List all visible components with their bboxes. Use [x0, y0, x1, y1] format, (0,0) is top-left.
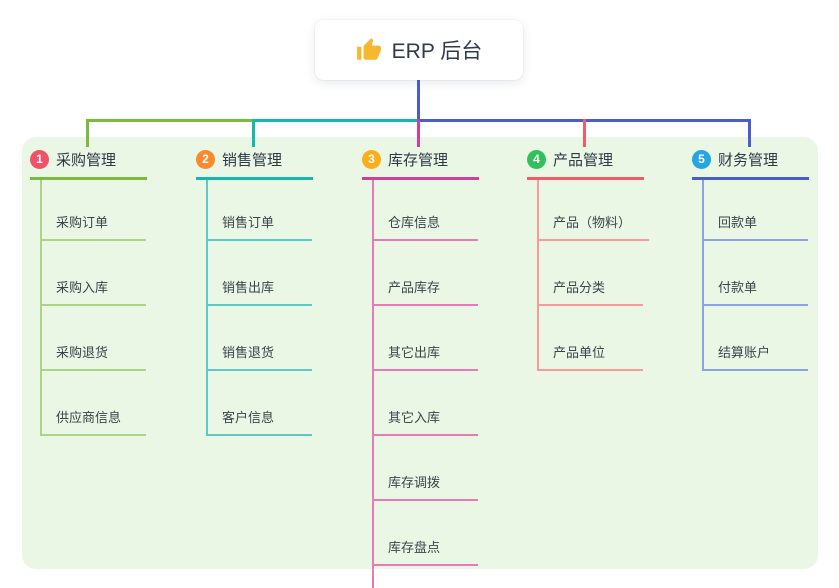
branch-children: 采购订单 采购入库 采购退货 供应商信息: [40, 180, 146, 436]
branch-title-3[interactable]: 3 库存管理: [362, 148, 479, 180]
branch-index-badge: 3: [362, 149, 381, 169]
branch-index-badge: 4: [527, 149, 546, 169]
thumbs-up-icon: [356, 38, 381, 60]
branch-index-badge: 2: [196, 149, 215, 169]
branch-node-2: 2 销售管理销售订单 销售出库 销售退货 客户信息: [196, 148, 313, 436]
root-node-label: ERP 后台: [391, 40, 483, 63]
child-node[interactable]: 产品（物料）: [539, 180, 650, 241]
child-node[interactable]: 其它入库: [374, 371, 478, 436]
branch-index-badge: 5: [692, 149, 711, 169]
child-node[interactable]: 销售出库: [208, 241, 312, 306]
branch-title-1[interactable]: 1 采购管理: [30, 148, 147, 180]
child-node[interactable]: 回款单: [704, 180, 808, 241]
child-node[interactable]: 出库库明细: [374, 566, 478, 588]
connector-trunk: [417, 80, 420, 121]
connector-bus-left-green: [86, 119, 255, 122]
branch-title-5[interactable]: 5 财务管理: [692, 148, 809, 180]
child-node[interactable]: 产品单位: [539, 306, 643, 371]
branch-children: 产品（物料） 产品分类 产品单位: [537, 180, 650, 371]
child-node[interactable]: 销售退货: [208, 306, 312, 371]
branch-node-3: 3 库存管理仓库信息产品库存其它出库其它入库库存调拨库存盘点出库库明细: [362, 148, 479, 588]
connector-drop-branch-2: [252, 119, 255, 147]
branch-title-label: 库存管理: [388, 151, 449, 169]
child-node[interactable]: 采购退货: [42, 306, 146, 371]
child-node[interactable]: 采购入库: [42, 241, 146, 306]
branch-title-4[interactable]: 4 产品管理: [527, 148, 644, 180]
child-node[interactable]: 客户信息: [208, 371, 312, 436]
child-node[interactable]: 仓库信息: [374, 180, 478, 241]
child-node[interactable]: 结算账户: [704, 306, 808, 371]
connector-bus-left-teal: [252, 119, 419, 122]
child-node[interactable]: 库存盘点: [374, 501, 478, 566]
branch-index-badge: 1: [30, 149, 49, 169]
mindmap-panel: [22, 137, 818, 569]
root-node-erp[interactable]: ERP 后台: [315, 20, 523, 80]
child-node[interactable]: 销售订单: [208, 180, 312, 241]
child-node[interactable]: 产品分类: [539, 241, 643, 306]
connector-drop-branch-1: [86, 119, 89, 147]
branch-node-1: 1 采购管理采购订单 采购入库 采购退货 供应商信息: [30, 148, 147, 436]
branch-node-5: 5 财务管理回款单 付款单 结算账户: [692, 148, 809, 371]
branch-title-label: 销售管理: [222, 151, 283, 169]
child-node[interactable]: 产品库存: [374, 241, 478, 306]
branch-children: 仓库信息产品库存其它出库其它入库库存调拨库存盘点出库库明细: [372, 180, 478, 588]
connector-drop-branch-4: [583, 119, 586, 147]
branch-title-label: 财务管理: [718, 151, 779, 169]
child-node[interactable]: 供应商信息: [42, 371, 146, 436]
branch-node-4: 4 产品管理产品（物料） 产品分类 产品单位: [527, 148, 650, 371]
branch-children: 销售订单 销售出库 销售退货 客户信息: [206, 180, 312, 436]
branch-title-2[interactable]: 2 销售管理: [196, 148, 313, 180]
connector-drop-branch-5: [748, 119, 751, 147]
child-node[interactable]: 其它出库: [374, 306, 478, 371]
child-node[interactable]: 库存调拨: [374, 436, 478, 501]
branch-children: 回款单 付款单 结算账户: [702, 180, 808, 371]
branch-title-label: 产品管理: [553, 151, 614, 169]
child-node[interactable]: 采购订单: [42, 180, 146, 241]
child-node[interactable]: 付款单: [704, 241, 808, 306]
branch-title-label: 采购管理: [56, 151, 117, 169]
connector-drop-branch-3: [417, 119, 420, 147]
